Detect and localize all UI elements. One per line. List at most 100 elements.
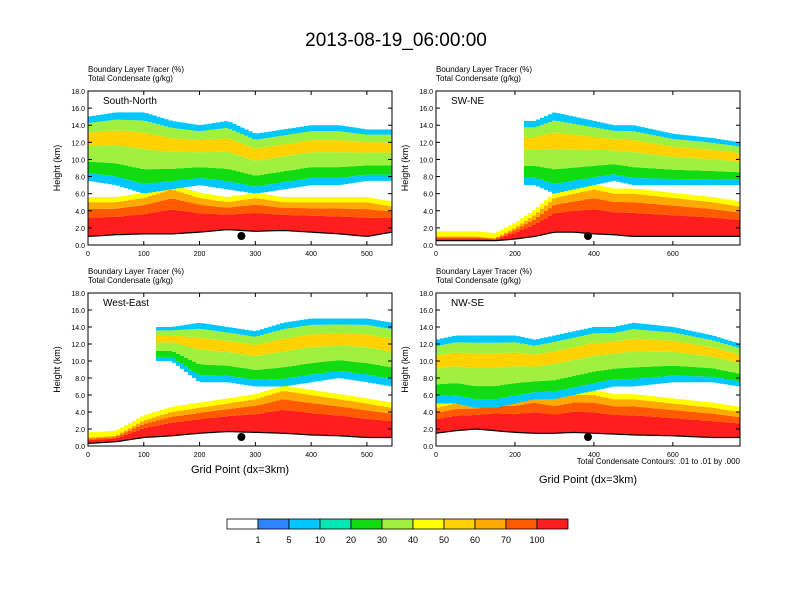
tracer-cell — [152, 134, 157, 150]
tracer-cell — [372, 165, 377, 175]
tracer-cell — [332, 405, 337, 416]
tracer-cell — [440, 354, 445, 368]
tracer-cell — [704, 142, 709, 150]
tracer-cell — [296, 326, 301, 337]
tracer-cell — [720, 150, 725, 161]
tracer-cell — [684, 206, 689, 217]
tracer-cell — [252, 139, 257, 149]
tracer-cell — [152, 194, 157, 203]
tracer-cell — [528, 381, 533, 393]
tracer-cell — [320, 167, 325, 178]
tracer-cell — [236, 213, 241, 231]
tracer-cell — [380, 199, 385, 205]
tracer-cell — [524, 177, 529, 186]
tracer-cell — [316, 215, 321, 233]
tracer-cell — [716, 377, 721, 384]
tracer-cell — [92, 145, 97, 162]
tracer-cell — [260, 343, 265, 355]
tracer-cell — [112, 438, 117, 442]
tracer-cell — [236, 155, 241, 172]
tracer-cell — [260, 413, 265, 433]
panel-sw-ne: 0.02.04.06.08.010.012.014.016.018.00 200 4… — [400, 65, 741, 258]
tracer-cell — [128, 194, 133, 201]
tracer-cell — [388, 174, 392, 181]
tracer-cell — [732, 353, 737, 362]
tracer-cell — [492, 353, 497, 369]
tracer-cell — [708, 407, 713, 414]
tracer-cell — [356, 373, 361, 381]
tracer-cell — [260, 355, 265, 370]
tracer-cell — [628, 329, 633, 340]
tracer-cell — [328, 372, 333, 380]
tracer-cell — [304, 197, 309, 203]
y-tick-label: 12.0 — [419, 342, 433, 349]
tracer-cell — [192, 196, 197, 204]
tracer-cell — [472, 415, 477, 430]
tracer-cell — [372, 319, 377, 327]
tracer-cell — [476, 231, 481, 237]
tracer-cell — [156, 350, 161, 357]
tracer-cell — [720, 198, 725, 204]
tracer-cell — [184, 139, 189, 152]
tracer-cell — [604, 369, 609, 381]
tracer-cell — [720, 358, 725, 371]
tracer-cell — [264, 194, 269, 200]
tracer-cell — [688, 376, 693, 383]
tracer-cell — [668, 332, 673, 341]
tracer-cell — [652, 408, 657, 417]
panel-south-north: 0.02.04.06.08.010.012.014.016.018.00 100 2… — [52, 65, 393, 258]
tracer-cell — [264, 354, 269, 369]
tracer-cell — [656, 325, 661, 332]
tracer-cell — [716, 171, 721, 180]
tracer-cell — [656, 396, 661, 402]
tracer-cell — [284, 410, 289, 434]
tracer-cell — [620, 193, 625, 203]
tracer-cell — [376, 400, 381, 406]
tracer-cell — [564, 339, 569, 349]
tracer-cell — [184, 404, 189, 410]
tracer-cell — [296, 393, 301, 402]
tracer-cell — [108, 436, 113, 438]
tracer-cell — [352, 127, 357, 134]
tracer-cell — [700, 217, 705, 237]
tracer-cell — [736, 146, 740, 153]
subtitle-condensate: Total Condensate (g/kg) — [436, 276, 521, 285]
tracer-cell — [548, 196, 553, 202]
tracer-cell — [704, 334, 709, 339]
tracer-cell — [460, 384, 465, 397]
tracer-cell — [176, 138, 181, 152]
tracer-cell — [308, 334, 313, 348]
tracer-cell — [164, 191, 169, 200]
tracer-cell — [256, 198, 261, 205]
tracer-cell — [584, 166, 589, 179]
tracer-cell — [636, 126, 641, 133]
tracer-cell — [652, 204, 657, 215]
tracer-cell — [728, 171, 733, 180]
tracer-cell — [340, 360, 345, 372]
tracer-cell — [552, 414, 557, 434]
tracer-cell — [656, 178, 661, 186]
tracer-cell — [144, 169, 149, 184]
tracer-cell — [232, 123, 237, 131]
tracer-cell — [312, 208, 317, 216]
tracer-cell — [712, 340, 717, 348]
tracer-cell — [336, 177, 341, 186]
tracer-cell — [132, 131, 137, 148]
tracer-cell — [180, 336, 185, 345]
tracer-cell — [648, 168, 653, 179]
tracer-cell — [160, 330, 165, 336]
tracer-cell — [736, 179, 740, 186]
tracer-cell — [676, 147, 681, 158]
tracer-cell — [604, 327, 609, 334]
tracer-cell — [256, 139, 261, 149]
tracer-cell — [500, 335, 505, 343]
tracer-cell — [364, 398, 369, 404]
tracer-cell — [728, 145, 733, 152]
tracer-cell — [448, 238, 453, 241]
tracer-cell — [660, 214, 665, 237]
tracer-cell — [456, 335, 461, 343]
tracer-cell — [504, 405, 509, 414]
tracer-cell — [232, 397, 237, 403]
tracer-cell — [264, 199, 269, 206]
tracer-cell — [708, 170, 713, 180]
